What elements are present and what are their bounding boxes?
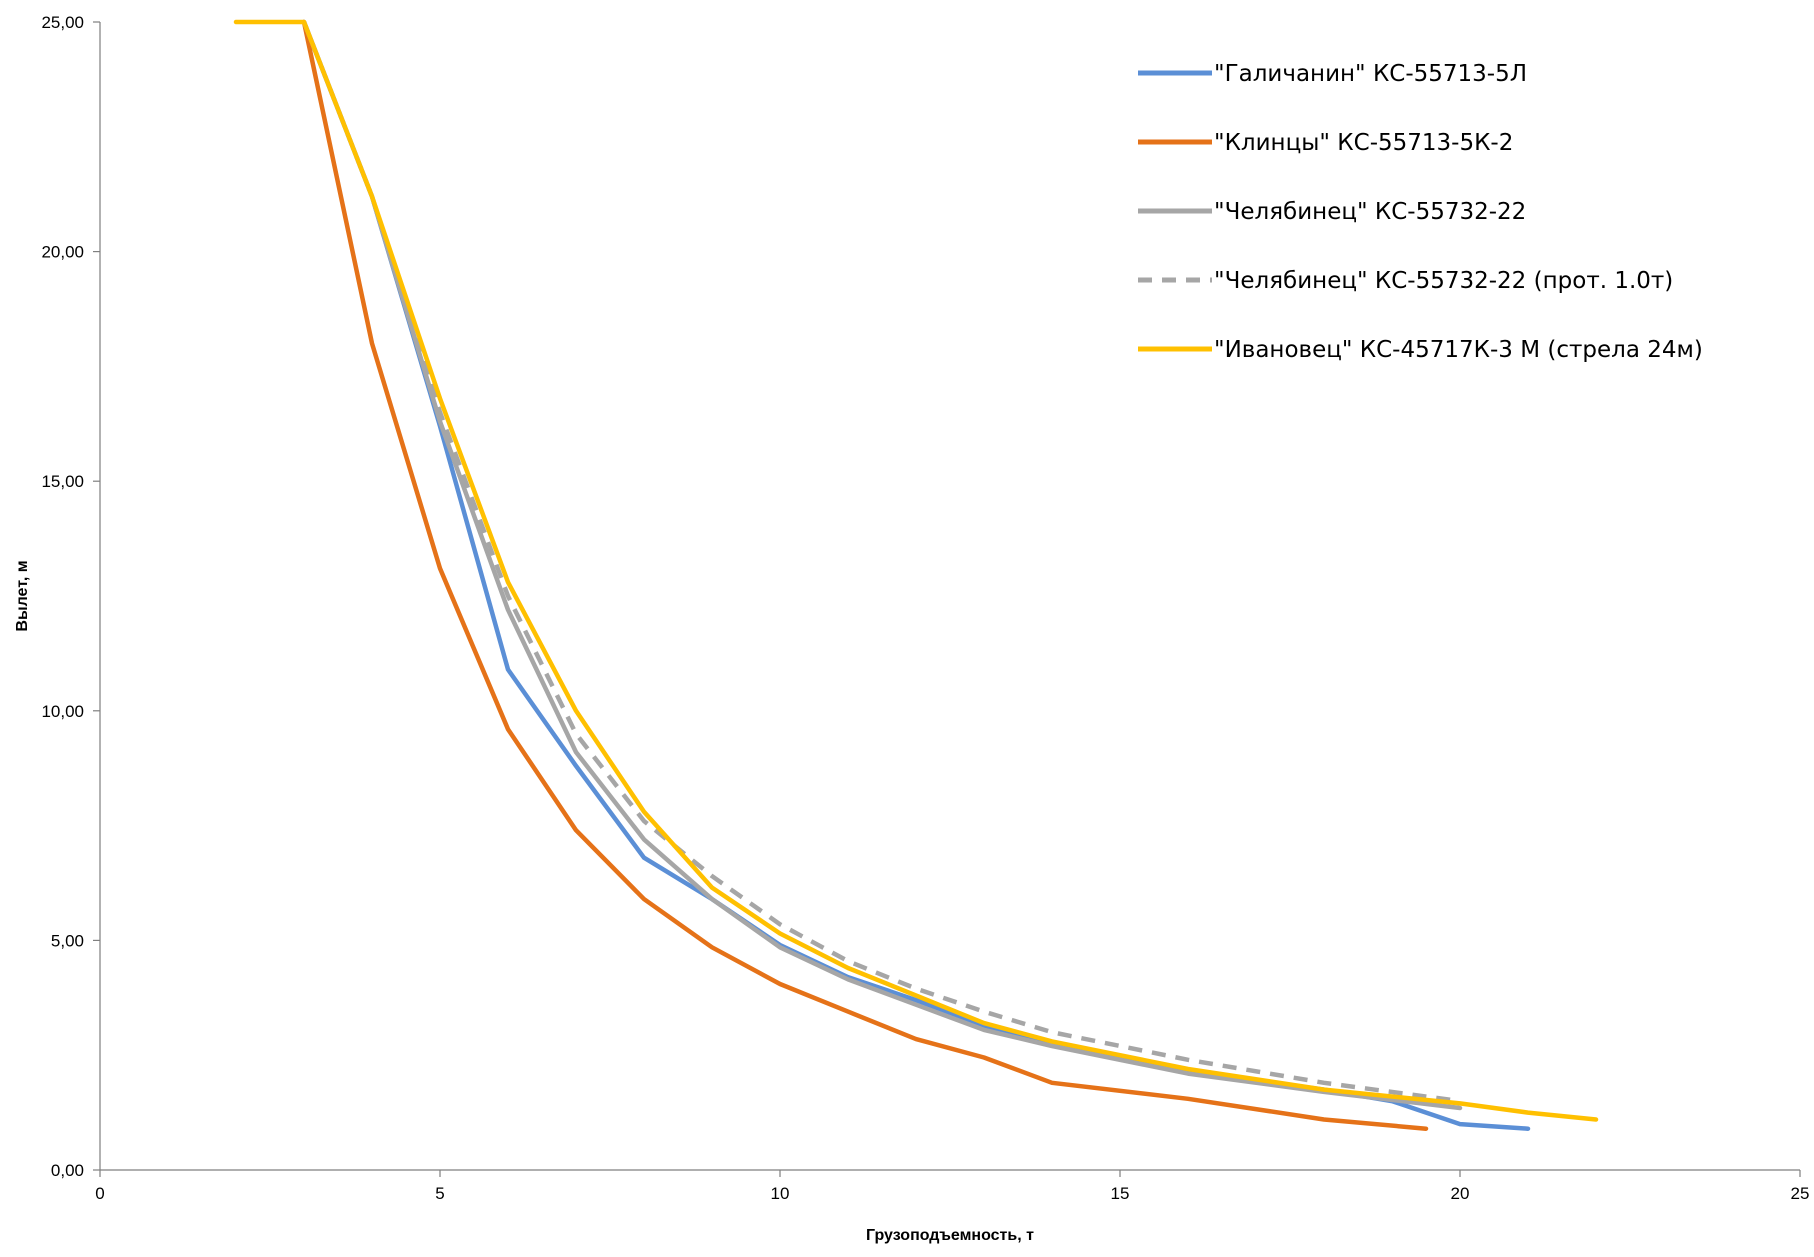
y-tick-label: 0,00 (51, 1161, 84, 1180)
series-line-3 (301, 19, 1463, 1111)
y-tick-label: 25,00 (41, 13, 84, 32)
x-axis-title: Грузоподъемность, т (866, 1227, 1034, 1244)
y-tick-label: 20,00 (41, 243, 84, 262)
series-line-2 (301, 19, 1429, 1131)
y-ticks: 0,00 5,00 10,00 15,00 20,00 25,00 (41, 13, 100, 1180)
series-line-5 (233, 19, 1599, 1122)
legend-label-1: "Галичанин" КС-55713-5Л (1214, 61, 1527, 87)
y-tick-label: 10,00 (41, 702, 84, 721)
y-tick-label: 15,00 (41, 472, 84, 491)
legend-label-5: "Ивановец" КС-45717К-3 М (стрела 24м) (1214, 337, 1703, 363)
x-tick-label: 20 (1451, 1184, 1470, 1203)
x-tick-label: 10 (771, 1184, 790, 1203)
legend-label-3: "Челябинец" КС-55732-22 (1214, 199, 1526, 225)
x-ticks: 0 5 10 15 20 25 (95, 1170, 1809, 1203)
y-tick-label: 5,00 (51, 931, 84, 950)
plot-lines (233, 19, 1599, 1131)
series-line-1 (301, 19, 1531, 1131)
x-tick-label: 5 (435, 1184, 444, 1203)
y-axis-title: Вылет, м (14, 560, 31, 631)
series-line-4 (301, 21, 1461, 1104)
x-tick-label: 0 (95, 1184, 104, 1203)
x-tick-label: 15 (1111, 1184, 1130, 1203)
x-tick-label: 25 (1791, 1184, 1810, 1203)
legend: "Галичанин" КС-55713-5Л "Клинцы" КС-55713… (1138, 61, 1703, 363)
legend-label-2: "Клинцы" КС-55713-5К-2 (1214, 130, 1513, 156)
legend-label-4: "Челябинец" КС-55732-22 (прот. 1.0т) (1214, 268, 1673, 294)
